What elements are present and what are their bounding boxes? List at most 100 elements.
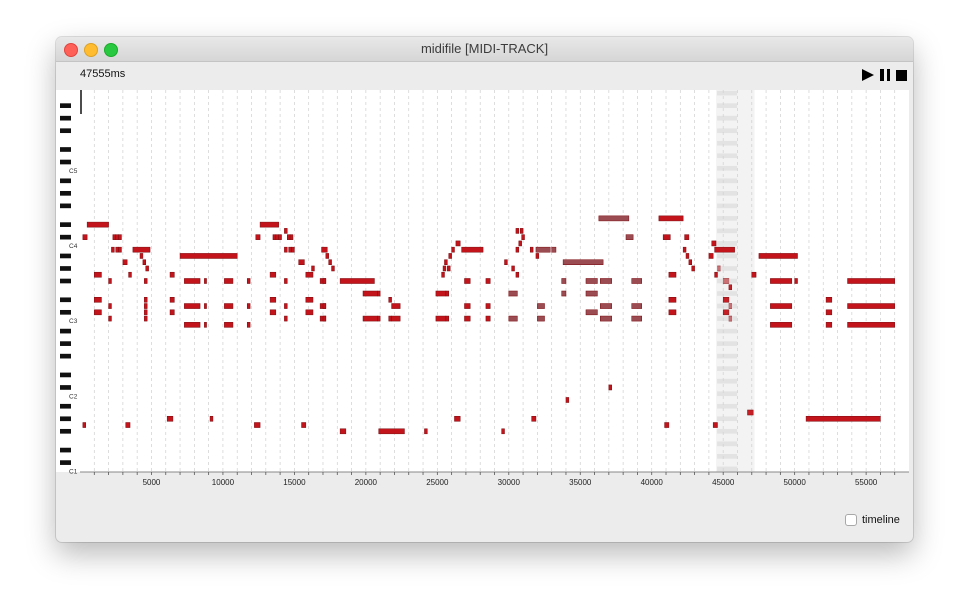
midi-note xyxy=(712,422,718,428)
black-key xyxy=(60,309,71,315)
midi-note xyxy=(115,246,119,253)
midi-note xyxy=(82,422,86,428)
midi-note xyxy=(144,297,148,303)
midi-note xyxy=(519,228,524,234)
midi-note xyxy=(284,303,288,309)
midi-note xyxy=(585,290,598,297)
title-bar[interactable]: midifile [MIDI-TRACK] xyxy=(56,37,913,62)
midi-note xyxy=(331,265,335,272)
midi-note xyxy=(166,415,174,422)
midi-note xyxy=(287,234,291,240)
midi-note xyxy=(111,246,115,253)
midi-note xyxy=(664,422,670,428)
black-key xyxy=(60,128,71,134)
play-icon[interactable] xyxy=(862,69,874,81)
midi-note xyxy=(668,309,677,316)
midi-note xyxy=(825,322,833,328)
piano-roll[interactable]: C5 C4 C3 C2 C1 5000 10000 15000 20000 25000 30000 3… xyxy=(56,86,913,496)
midi-note xyxy=(658,215,684,222)
midi-note xyxy=(685,253,690,259)
midi-note xyxy=(825,297,833,303)
midi-note xyxy=(501,428,505,435)
region-marker xyxy=(717,441,738,447)
midi-note xyxy=(128,271,132,278)
midi-note xyxy=(391,303,401,309)
midi-note xyxy=(144,315,148,322)
midi-note xyxy=(515,246,520,253)
midi-note xyxy=(485,315,491,322)
axis-tick-label: 40000 xyxy=(641,478,664,487)
black-key xyxy=(60,253,71,259)
stop-icon[interactable] xyxy=(896,69,907,81)
midi-note xyxy=(631,303,642,309)
region-marker xyxy=(717,103,738,108)
midi-note xyxy=(515,271,520,278)
midi-note xyxy=(246,278,251,284)
midi-note xyxy=(108,315,112,322)
midi-note xyxy=(454,415,461,422)
zoom-window-button[interactable] xyxy=(104,43,118,57)
minimize-window-button[interactable] xyxy=(84,43,98,57)
note-label-c1: C1 xyxy=(69,469,78,476)
midi-note xyxy=(598,215,630,222)
midi-note xyxy=(82,234,88,240)
midi-note xyxy=(269,297,277,303)
midi-note xyxy=(144,303,148,309)
midi-note xyxy=(224,278,234,284)
timeline-toggle[interactable]: timeline xyxy=(845,514,900,526)
midi-note xyxy=(625,234,634,240)
region-marker xyxy=(717,353,738,359)
midi-note xyxy=(464,278,471,284)
window-title: midifile [MIDI-TRACK] xyxy=(420,41,549,56)
region-marker xyxy=(717,115,738,121)
midi-note xyxy=(321,246,328,253)
region-marker xyxy=(717,416,738,422)
midi-note xyxy=(254,422,261,428)
timeline-checkbox[interactable] xyxy=(845,514,857,526)
midi-note xyxy=(108,303,112,309)
midi-note xyxy=(847,278,895,284)
midi-note xyxy=(388,297,392,303)
midi-note xyxy=(608,384,612,391)
midi-note xyxy=(805,415,881,422)
midi-note xyxy=(139,253,144,259)
midi-note xyxy=(125,422,131,428)
midi-note xyxy=(518,240,522,247)
midi-note xyxy=(269,309,277,316)
midi-note xyxy=(535,253,540,259)
region-marker xyxy=(717,241,738,246)
midi-note xyxy=(441,271,445,278)
transport-controls xyxy=(862,69,907,81)
region-marker xyxy=(717,190,738,196)
midi-note xyxy=(184,322,201,328)
region-marker xyxy=(717,428,738,434)
black-key xyxy=(60,341,71,346)
midi-note xyxy=(246,303,251,309)
midi-note xyxy=(322,278,327,284)
midi-note xyxy=(94,297,102,303)
pause-icon[interactable] xyxy=(880,69,890,81)
axis-tick-label: 55000 xyxy=(855,478,878,487)
black-key xyxy=(60,178,71,184)
midi-note xyxy=(562,259,604,265)
midi-note xyxy=(144,278,148,284)
region-marker xyxy=(717,266,738,271)
midi-note xyxy=(322,303,327,309)
midi-note xyxy=(145,265,149,272)
black-key xyxy=(60,203,71,209)
axis-tick-label: 10000 xyxy=(212,478,235,487)
axis-tick-label: 15000 xyxy=(283,478,306,487)
midi-note xyxy=(714,246,735,253)
midi-note xyxy=(485,278,491,284)
close-window-button[interactable] xyxy=(64,43,78,57)
midi-note xyxy=(668,271,677,278)
midi-note xyxy=(504,259,508,265)
midi-note xyxy=(662,234,671,240)
midi-note xyxy=(184,278,201,284)
note-label-c4: C4 xyxy=(69,243,78,250)
region-marker xyxy=(717,366,738,372)
black-key xyxy=(60,447,71,453)
midi-note xyxy=(464,315,471,322)
midi-note xyxy=(169,297,175,303)
midi-note xyxy=(770,303,793,309)
